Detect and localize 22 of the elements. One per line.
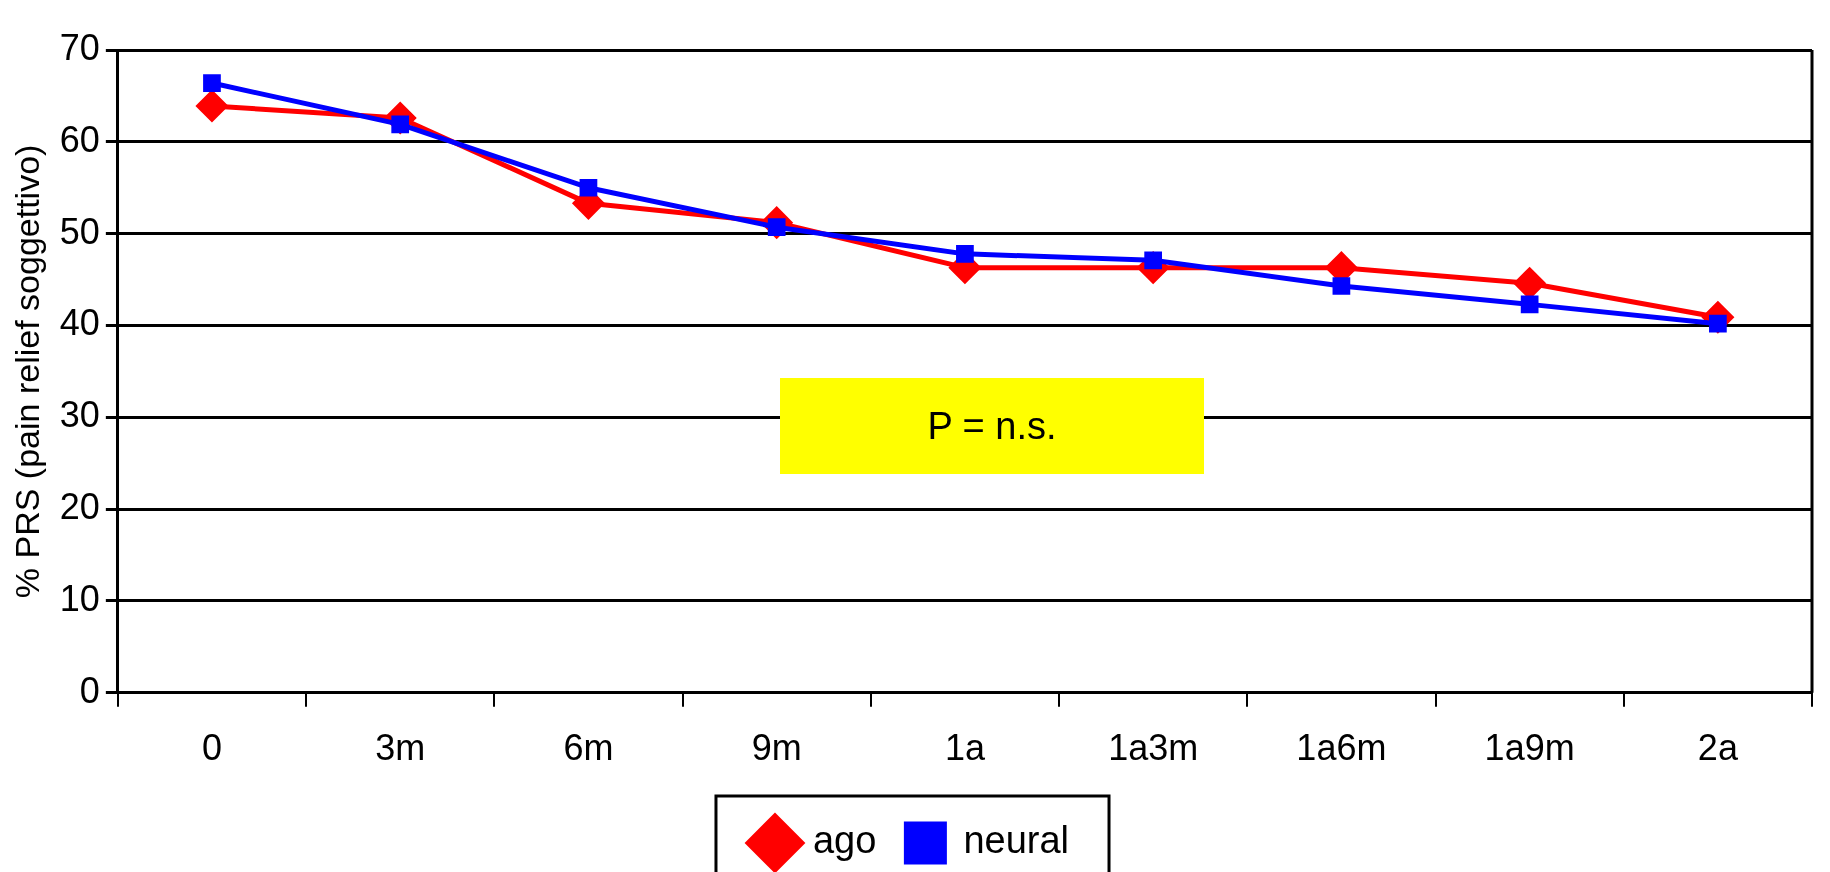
x-tick-label: 0 <box>201 727 222 769</box>
y-tick-label: 30 <box>59 394 100 436</box>
y-axis-title: % PRS (pain relief soggettivo) <box>7 144 46 599</box>
y-tick-label: 70 <box>59 26 100 68</box>
legend-label: ago <box>812 819 877 862</box>
x-tick-label: 9m <box>751 727 802 769</box>
x-tick-label: 3m <box>375 727 426 769</box>
x-tick-label: 1a3m <box>1108 727 1199 769</box>
x-tick-label: 2a <box>1697 727 1739 769</box>
y-tick-label: 60 <box>59 118 100 160</box>
y-tick-label: 20 <box>59 486 100 528</box>
x-tick-label: 1a6m <box>1296 727 1387 769</box>
y-tick-label: 40 <box>59 302 100 344</box>
y-tick-label: 50 <box>59 210 100 252</box>
annotation: P = n.s. <box>927 404 1057 448</box>
x-tick-label: 6m <box>563 727 614 769</box>
legend-label: neural <box>963 819 1070 862</box>
note-box: P = n.s. <box>780 378 1204 475</box>
y-tick-label: 10 <box>59 577 100 619</box>
x-tick-label: 1a9m <box>1484 727 1575 769</box>
y-tick-label: 0 <box>79 669 100 711</box>
x-tick-label: 1a <box>944 727 986 769</box>
